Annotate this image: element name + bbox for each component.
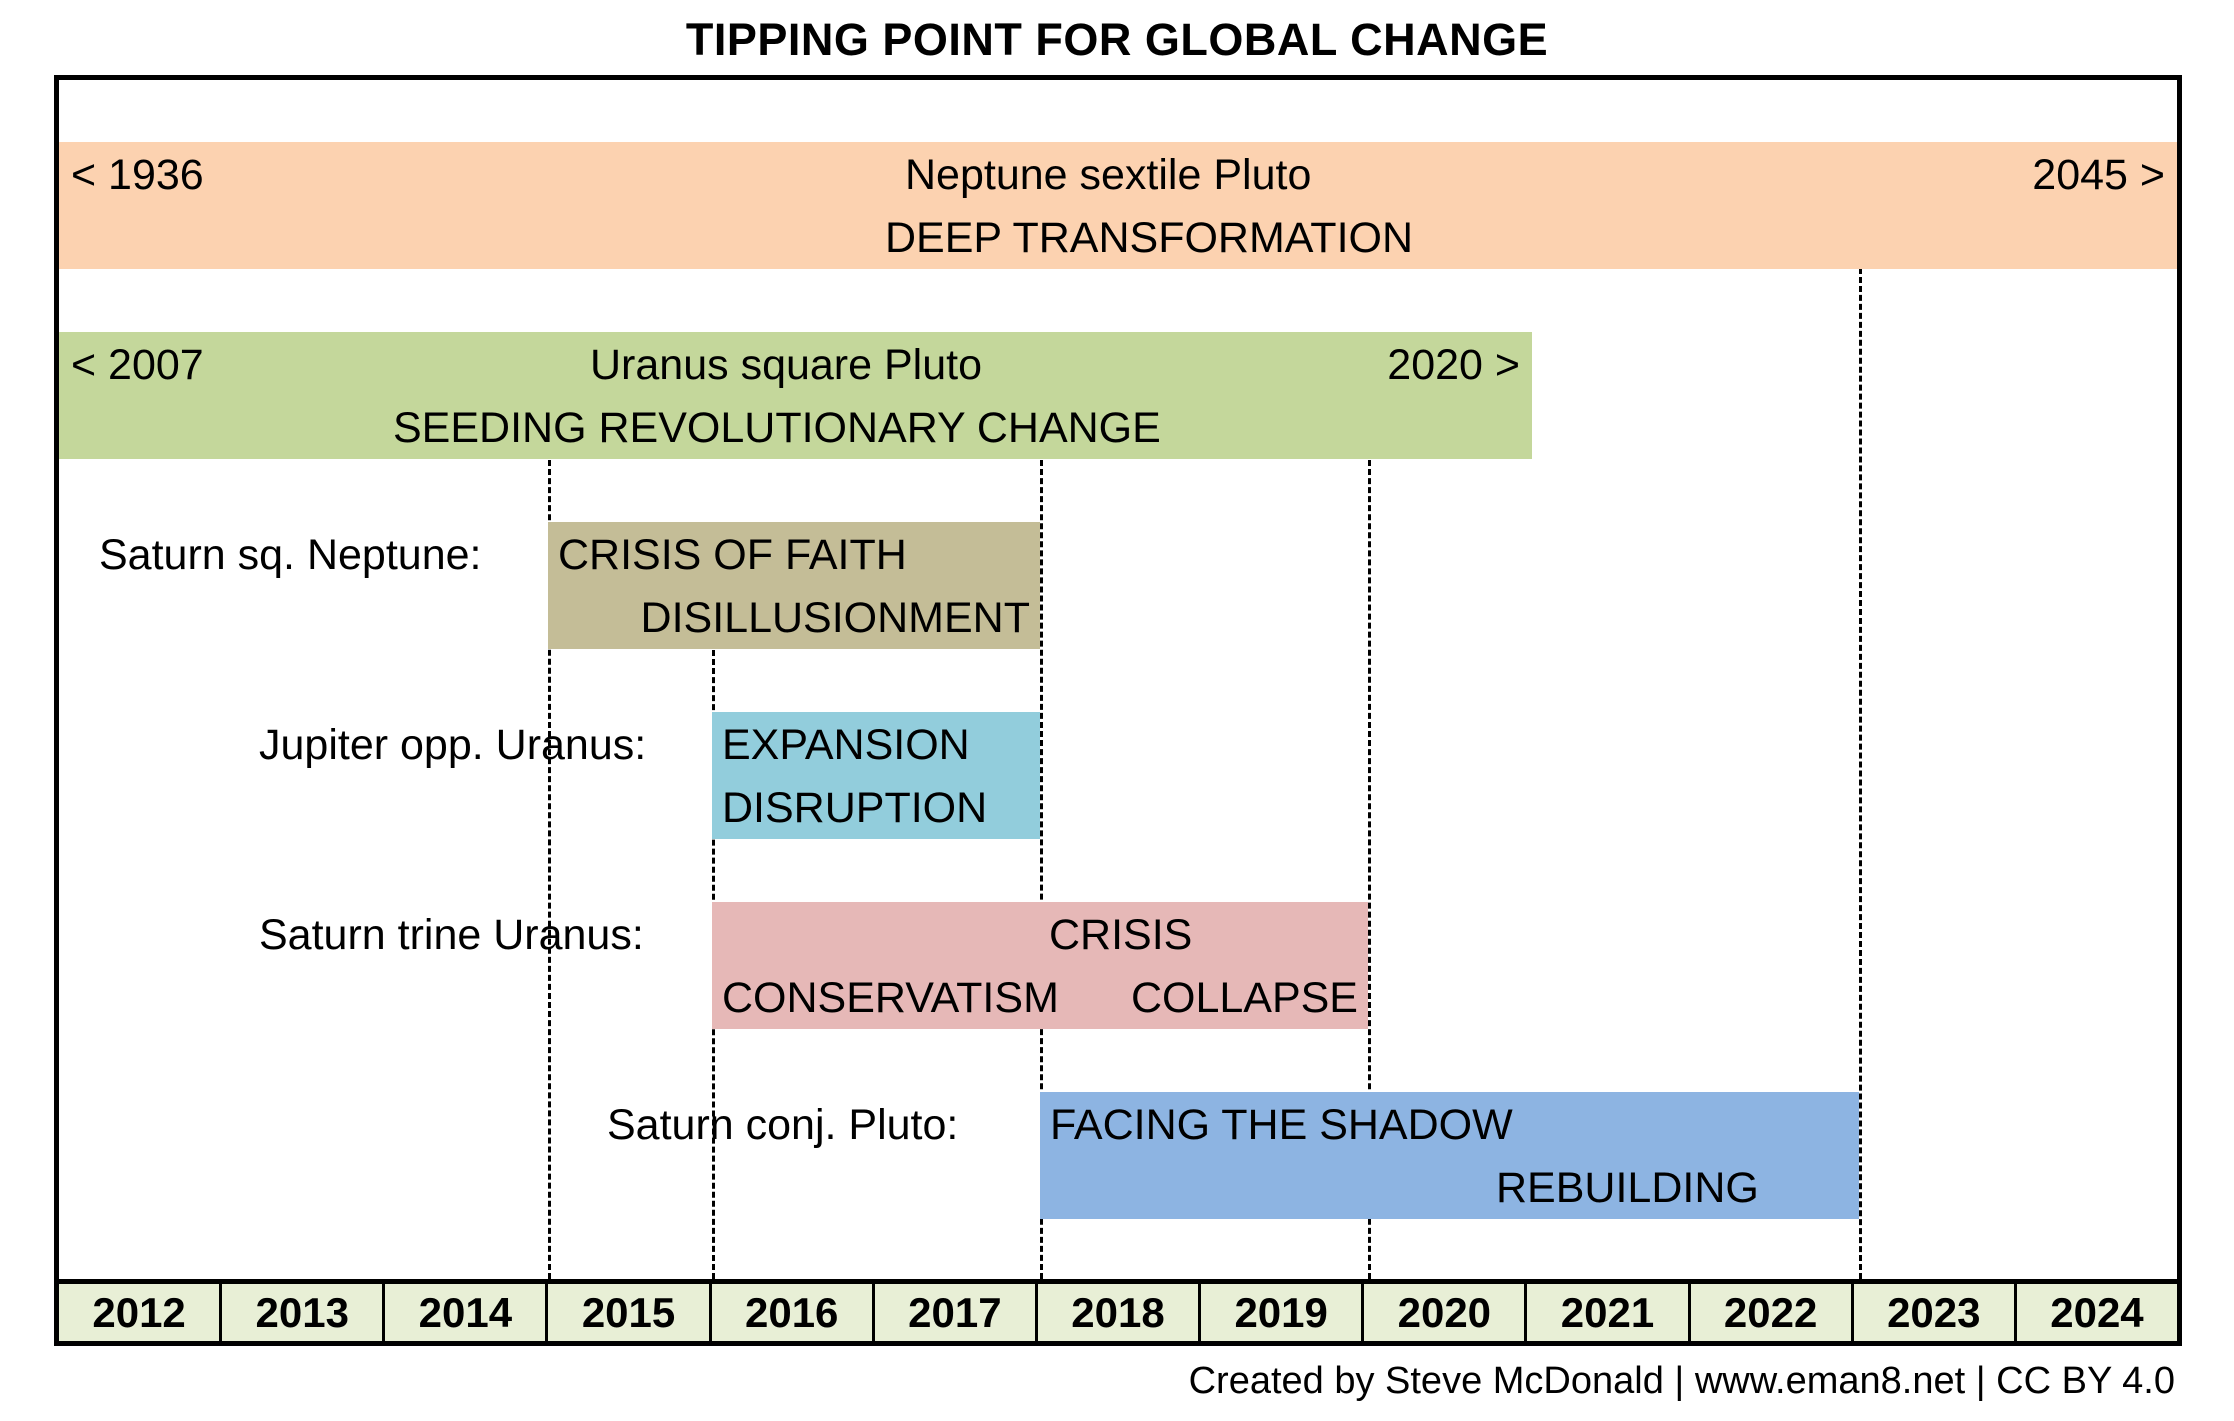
credit-line: Created by Steve McDonald | www.eman8.ne… — [1188, 1360, 2175, 1402]
uranus-pluto-name: Uranus square Pluto — [590, 341, 982, 389]
neptune-sextile-pluto-band: < 1936 Neptune sextile Pluto 2045 > DEEP… — [59, 142, 2177, 269]
saturn-conj-pluto-band: FACING THE SHADOW REBUILDING — [1040, 1092, 1859, 1219]
neptune-pluto-name: Neptune sextile Pluto — [905, 151, 1312, 199]
saturn-uranus-label: Saturn trine Uranus: — [259, 911, 644, 959]
saturn-uranus-line1: CRISIS — [1049, 911, 1193, 959]
year-cell: 2016 — [708, 1284, 872, 1341]
saturn-neptune-line1: CRISIS OF FAITH — [558, 531, 907, 579]
year-cell: 2021 — [1524, 1284, 1687, 1341]
marker-line-2015 — [548, 460, 551, 1279]
jupiter-uranus-line1: EXPANSION — [722, 721, 970, 769]
saturn-uranus-line2b: COLLAPSE — [1130, 974, 1358, 1022]
uranus-pluto-end: 2020 > — [1387, 341, 1520, 389]
saturn-trine-uranus-band: CRISIS CONSERVATISM COLLAPSE — [712, 902, 1368, 1029]
jupiter-uranus-label: Jupiter opp. Uranus: — [259, 721, 647, 769]
neptune-pluto-end: 2045 > — [2032, 151, 2165, 199]
year-cell: 2020 — [1361, 1284, 1524, 1341]
saturn-pluto-label: Saturn conj. Pluto: — [607, 1101, 959, 1149]
year-cell: 2022 — [1687, 1284, 1851, 1341]
uranus-pluto-theme: SEEDING REVOLUTIONARY CHANGE — [393, 404, 1161, 452]
year-cell: 2024 — [2013, 1284, 2177, 1341]
year-cell: 2018 — [1034, 1284, 1198, 1341]
neptune-pluto-theme: DEEP TRANSFORMATION — [885, 214, 1414, 262]
year-cell: 2013 — [219, 1284, 382, 1341]
marker-line-2023 — [1859, 268, 1862, 1279]
year-cell: 2017 — [871, 1284, 1035, 1341]
uranus-pluto-start: < 2007 — [71, 341, 204, 389]
year-cell: 2023 — [1850, 1284, 2014, 1341]
year-axis: 2012 2013 2014 2015 2016 2017 2018 2019 … — [59, 1279, 2177, 1341]
year-cell: 2014 — [382, 1284, 545, 1341]
jupiter-opp-uranus-band: EXPANSION DISRUPTION — [712, 712, 1040, 839]
year-cell: 2019 — [1198, 1284, 1361, 1341]
marker-line-2020 — [1368, 460, 1371, 1279]
marker-line-2018 — [1040, 460, 1043, 1279]
jupiter-uranus-line2: DISRUPTION — [722, 784, 988, 832]
saturn-uranus-line2a: CONSERVATISM — [722, 974, 1059, 1022]
timeline-frame — [54, 75, 2182, 1346]
chart-title: TIPPING POINT FOR GLOBAL CHANGE — [685, 14, 1549, 65]
year-cell: 2012 — [92, 1288, 186, 1336]
saturn-pluto-line1: FACING THE SHADOW — [1050, 1101, 1513, 1149]
saturn-neptune-label: Saturn sq. Neptune: — [99, 531, 482, 579]
uranus-square-pluto-band: < 2007 Uranus square Pluto 2020 > SEEDIN… — [59, 332, 1532, 459]
saturn-neptune-line2: DISILLUSIONMENT — [640, 594, 1030, 642]
year-cell: 2015 — [545, 1284, 708, 1341]
saturn-pluto-line2: REBUILDING — [1496, 1164, 1759, 1212]
neptune-pluto-start: < 1936 — [71, 151, 204, 199]
saturn-square-neptune-band: CRISIS OF FAITH DISILLUSIONMENT — [548, 522, 1040, 649]
